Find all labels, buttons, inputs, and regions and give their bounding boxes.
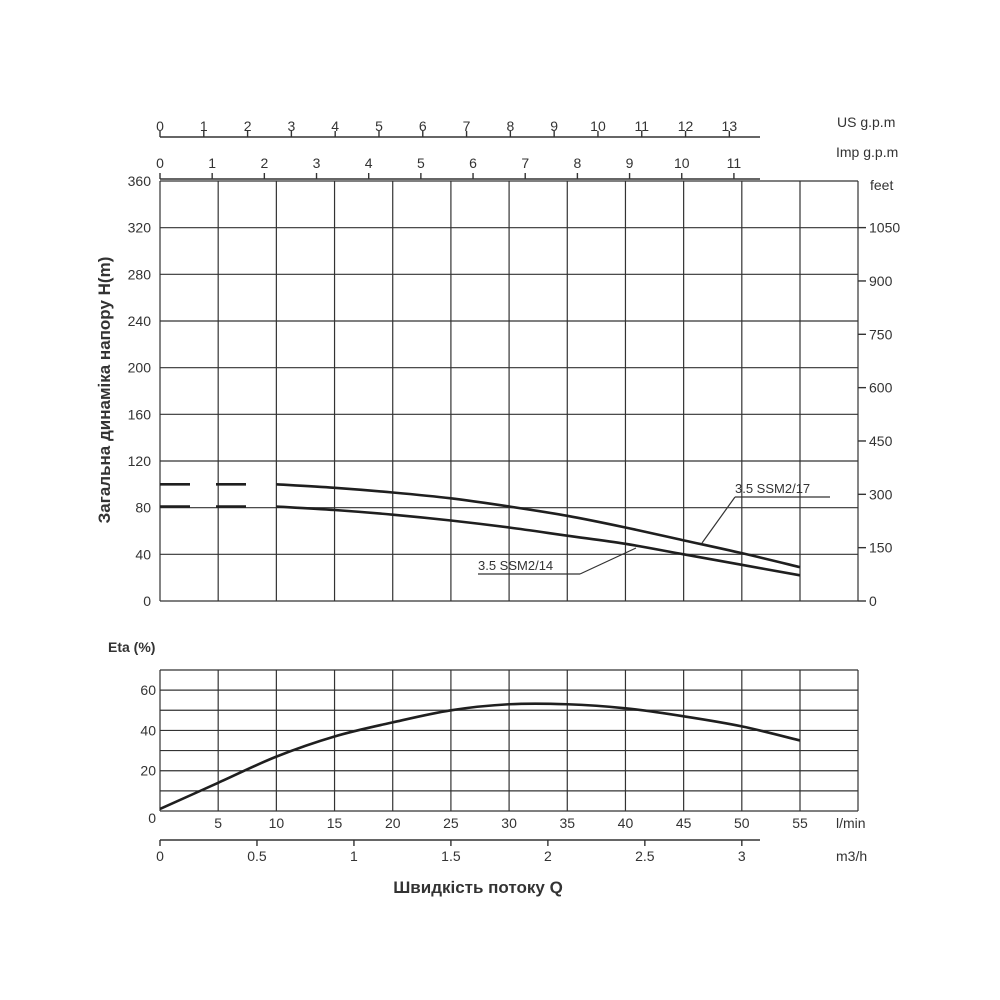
bottom-axis-lmin: 5 10 15 20 25 30 35 40 45 50 55 l/min — [214, 815, 865, 831]
us-gpm-unit-label: US g.p.m — [837, 114, 895, 130]
us-gpm-tick-label: 7 — [463, 118, 471, 134]
m3h-tick-label: 1.5 — [441, 848, 461, 864]
head-y-tick-label: 80 — [135, 500, 151, 516]
head-y-tick-label: 360 — [128, 173, 152, 189]
imp-gpm-tick-label: 8 — [573, 155, 581, 171]
feet-tick-label: 450 — [869, 433, 893, 449]
bottom-axis-m3h: 0 0.5 1 1.5 2 2.5 3 m3/h — [156, 839, 867, 864]
top-axis-imp-gpm: 0 1 2 3 4 5 6 7 8 9 10 11 Imp g.p.m — [156, 144, 898, 180]
lmin-tick-label: 35 — [559, 815, 575, 831]
feet-tick-label: 0 — [869, 593, 877, 609]
us-gpm-tick-label: 2 — [244, 118, 252, 134]
head-chart: 0 40 80 120 160 200 240 280 320 360 0 150 300 450 600… — [95, 173, 900, 609]
lmin-tick-label: 30 — [501, 815, 517, 831]
series-label-ssm2-17: 3.5 SSM2/17 — [735, 481, 810, 496]
us-gpm-tick-label: 8 — [506, 118, 514, 134]
head-curve-series-1 — [276, 483, 801, 569]
top-axis-us-gpm: 0 1 2 3 4 5 6 7 8 9 10 11 12 13 US g.p.m — [156, 114, 895, 138]
efficiency-chart-grid — [159, 669, 859, 812]
lmin-tick-label: 20 — [385, 815, 401, 831]
lmin-unit-label: l/min — [836, 815, 866, 831]
lmin-tick-label: 5 — [214, 815, 222, 831]
feet-unit-label: feet — [870, 177, 893, 193]
flow-axis-label: Швидкість потоку Q — [393, 878, 563, 897]
feet-tick-label: 1050 — [869, 220, 900, 236]
feet-tick-label: 900 — [869, 273, 893, 289]
lmin-tick-label: 40 — [618, 815, 634, 831]
head-y-tick-label: 160 — [128, 406, 152, 422]
us-gpm-tick-label: 6 — [419, 118, 427, 134]
head-y-tick-label: 0 — [143, 593, 151, 609]
eta-y-tick-label: 20 — [140, 763, 156, 779]
us-gpm-tick-label: 13 — [722, 118, 738, 134]
lmin-tick-label: 50 — [734, 815, 750, 831]
eta-y-tick-label: 0 — [148, 810, 156, 826]
us-gpm-tick-label: 10 — [590, 118, 606, 134]
imp-gpm-tick-label: 0 — [156, 155, 164, 171]
m3h-tick-label: 0 — [156, 848, 164, 864]
us-gpm-tick-label: 9 — [550, 118, 558, 134]
imp-gpm-tick-label: 2 — [260, 155, 268, 171]
head-curve-series-2 — [276, 505, 801, 577]
head-y-tick-label: 280 — [128, 266, 152, 282]
lmin-tick-label: 55 — [792, 815, 808, 831]
us-gpm-tick-label: 12 — [678, 118, 694, 134]
feet-tick-label: 600 — [869, 380, 893, 396]
head-y-tick-label: 240 — [128, 313, 152, 329]
us-gpm-tick-label: 4 — [331, 118, 339, 134]
head-chart-grid — [159, 180, 859, 602]
eta-y-tick-label: 60 — [140, 682, 156, 698]
head-y-tick-label: 320 — [128, 220, 152, 236]
feet-tick-label: 300 — [869, 486, 893, 502]
efficiency-chart: Eta (%) 0 20 40 60 — [108, 639, 859, 826]
head-y-tick-label: 40 — [135, 546, 151, 562]
us-gpm-tick-label: 11 — [634, 118, 649, 134]
imp-gpm-tick-label: 4 — [365, 155, 373, 171]
imp-gpm-tick-label: 10 — [674, 155, 690, 171]
head-y-axis-label: Загальна динаміка напору H(m) — [95, 257, 114, 524]
lmin-tick-label: 15 — [327, 815, 343, 831]
eta-axis-label: Eta (%) — [108, 639, 155, 655]
imp-gpm-tick-label: 7 — [521, 155, 529, 171]
feet-tick-label: 750 — [869, 326, 893, 342]
lmin-tick-label: 10 — [269, 815, 285, 831]
imp-gpm-tick-label: 1 — [208, 155, 216, 171]
imp-gpm-tick-label: 9 — [626, 155, 634, 171]
leader-arrow-ssm2-17 — [701, 496, 736, 544]
lmin-tick-label: 45 — [676, 815, 692, 831]
head-y-tick-label: 200 — [128, 360, 152, 376]
imp-gpm-unit-label: Imp g.p.m — [836, 144, 898, 160]
series-label-ssm2-14: 3.5 SSM2/14 — [478, 558, 553, 573]
head-y-tick-label: 120 — [128, 453, 152, 469]
us-gpm-tick-label: 3 — [287, 118, 295, 134]
us-gpm-tick-label: 5 — [375, 118, 383, 134]
m3h-unit-label: m3/h — [836, 848, 867, 864]
m3h-tick-label: 2 — [544, 848, 552, 864]
lmin-tick-label: 25 — [443, 815, 459, 831]
leader-arrow-ssm2-14 — [579, 547, 637, 575]
feet-tick-label: 150 — [869, 540, 893, 556]
eta-y-tick-label: 40 — [140, 722, 156, 738]
m3h-tick-label: 3 — [738, 848, 746, 864]
imp-gpm-tick-label: 11 — [727, 155, 742, 171]
efficiency-curve — [159, 702, 801, 811]
m3h-tick-label: 1 — [350, 848, 358, 864]
imp-gpm-tick-label: 6 — [469, 155, 477, 171]
m3h-tick-label: 2.5 — [635, 848, 655, 864]
m3h-tick-label: 0.5 — [247, 848, 267, 864]
us-gpm-tick-label: 0 — [156, 118, 164, 134]
us-gpm-tick-label: 1 — [200, 118, 208, 134]
imp-gpm-tick-label: 3 — [313, 155, 321, 171]
imp-gpm-tick-label: 5 — [417, 155, 425, 171]
